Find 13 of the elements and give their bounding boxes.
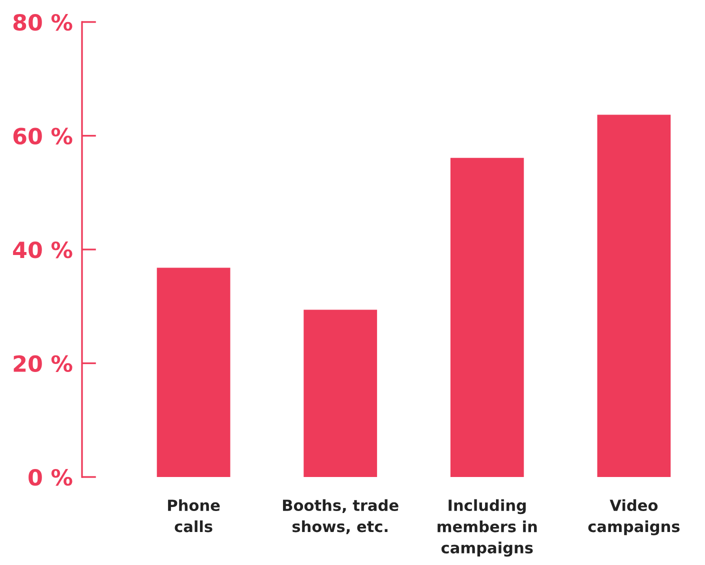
bar [304,310,378,477]
y-tick-label: 0 % [28,468,72,486]
bar [450,158,524,477]
bar [597,114,671,477]
x-tick-label: Video campaigns [588,499,680,536]
x-tick-label: Including members in campaigns [438,499,537,557]
x-tick-label: Booths, trade shows, etc. [283,499,398,534]
y-tick-label: 20 % [14,355,72,372]
y-tick-label: 80 % [13,14,72,31]
y-tick-label: 60 % [13,128,72,145]
y-tick-label: 40 % [13,241,72,258]
x-tick-label: Phone calls [168,499,220,532]
bar [156,268,230,477]
